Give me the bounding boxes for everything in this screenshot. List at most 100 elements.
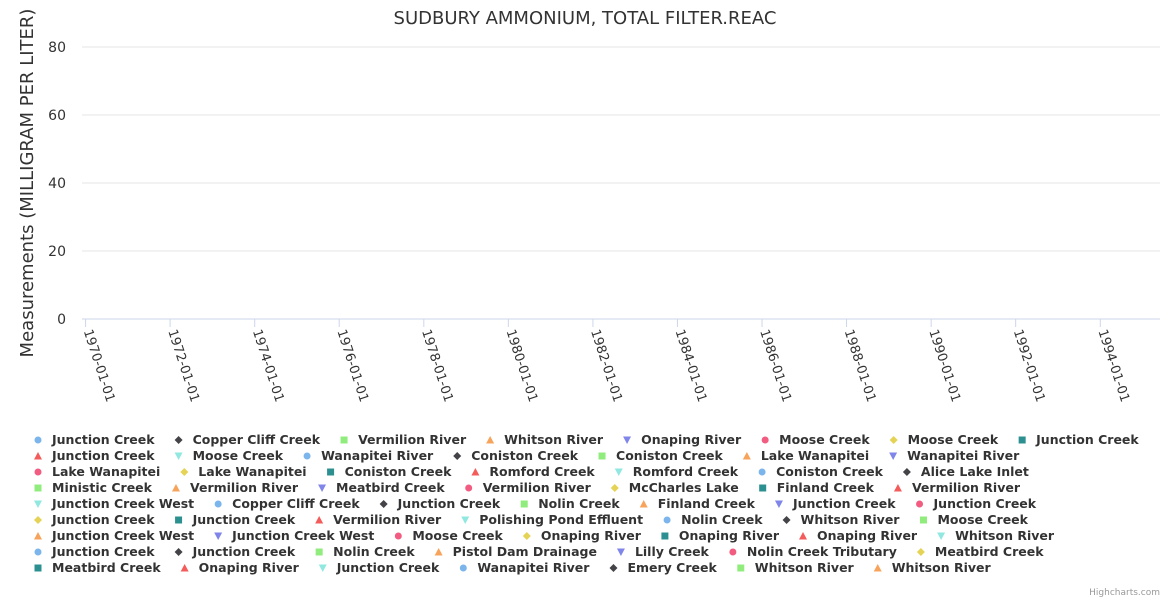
legend-label: Pistol Dam Drainage bbox=[453, 544, 597, 559]
legend-item[interactable]: Finland Creek bbox=[759, 480, 875, 495]
legend-symbol bbox=[394, 532, 402, 540]
legend-item[interactable]: Lake Wanapitei bbox=[742, 448, 869, 463]
legend-label: Alice Lake Inlet bbox=[921, 464, 1029, 479]
legend-item[interactable]: Lake Wanapitei bbox=[34, 464, 161, 479]
legend-item[interactable]: Junction Creek bbox=[34, 544, 156, 559]
legend-item[interactable]: Pistol Dam Drainage bbox=[434, 544, 597, 559]
legend-label: Meatbird Creek bbox=[336, 480, 445, 495]
legend-symbol bbox=[459, 564, 467, 572]
legend-item[interactable]: Nolin Creek bbox=[663, 512, 764, 527]
legend-item[interactable]: Alice Lake Inlet bbox=[902, 464, 1029, 479]
legend-item[interactable]: Whitson River bbox=[486, 432, 604, 447]
legend-item[interactable]: Polishing Pond Effluent bbox=[461, 512, 643, 527]
legend-label: Moose Creek bbox=[193, 448, 284, 463]
legend-item[interactable]: Vermilion River bbox=[340, 432, 467, 447]
legend-label: Coniston Creek bbox=[776, 464, 883, 479]
legend-item[interactable]: Wanapitei River bbox=[889, 448, 1020, 463]
legend-label: Moose Creek bbox=[779, 432, 870, 447]
legend-item[interactable]: Whitson River bbox=[937, 528, 1055, 543]
legend-item[interactable]: Coniston Creek bbox=[758, 464, 884, 479]
legend-item[interactable]: Vermilion River bbox=[465, 480, 592, 495]
legend-item[interactable]: Meatbird Creek bbox=[34, 560, 162, 575]
legend-label: Junction Creek bbox=[51, 448, 155, 463]
y-tick-label: 0 bbox=[57, 312, 66, 328]
legend-item[interactable]: Onaping River bbox=[799, 528, 918, 543]
legend-item[interactable]: Junction Creek bbox=[774, 496, 896, 511]
legend-item[interactable]: Junction Creek bbox=[916, 496, 1037, 511]
legend-item[interactable]: Junction Creek bbox=[34, 448, 155, 463]
legend-item[interactable]: Coniston Creek bbox=[327, 464, 452, 479]
legend-item[interactable]: Junction Creek bbox=[379, 496, 501, 511]
legend-symbol bbox=[180, 564, 189, 572]
legend-item[interactable]: Wanapitei River bbox=[459, 560, 590, 575]
legend-symbol bbox=[453, 452, 462, 460]
legend-item[interactable]: Romford Creek bbox=[471, 464, 595, 479]
legend-item[interactable]: Onaping River bbox=[623, 432, 742, 447]
legend-symbol bbox=[758, 468, 766, 476]
legend-symbol bbox=[214, 532, 223, 540]
legend-label: Romford Creek bbox=[489, 464, 595, 479]
legend-label: Junction Creek bbox=[192, 544, 296, 559]
legend-item[interactable]: Meatbird Creek bbox=[318, 480, 445, 495]
legend-item[interactable]: Whitson River bbox=[873, 560, 992, 575]
legend-label: Junction Creek bbox=[51, 544, 155, 559]
legend-symbol bbox=[616, 548, 625, 556]
legend-symbol bbox=[471, 468, 480, 476]
legend-item[interactable]: Nolin Creek bbox=[520, 496, 621, 511]
legend-symbol bbox=[799, 532, 807, 540]
legend-item[interactable]: Vermilion River bbox=[893, 480, 1021, 495]
legend-item[interactable]: Junction Creek bbox=[34, 432, 156, 447]
legend-item[interactable]: Meatbird Creek bbox=[916, 544, 1044, 559]
legend-item[interactable]: Junction Creek bbox=[34, 512, 155, 527]
legend-item[interactable]: Emery Creek bbox=[609, 560, 717, 575]
legend-label: Wanapitei River bbox=[477, 560, 590, 575]
legend-symbol bbox=[34, 564, 42, 572]
legend-item[interactable]: Whitson River bbox=[782, 512, 901, 527]
legend-label: Onaping River bbox=[817, 528, 918, 543]
legend-item[interactable]: Lake Wanapitei bbox=[180, 464, 307, 479]
legend-symbol bbox=[663, 516, 671, 524]
legend-item[interactable]: Wanapitei River bbox=[303, 448, 434, 463]
legend-item[interactable]: Junction Creek West bbox=[34, 496, 194, 511]
legend-symbol bbox=[893, 484, 902, 492]
legend-symbol bbox=[623, 436, 632, 444]
legend-item[interactable]: Junction Creek bbox=[175, 512, 296, 527]
legend-item[interactable]: Vermilion River bbox=[171, 480, 299, 495]
credits-link[interactable]: Highcharts.com bbox=[1089, 588, 1160, 598]
legend-label: Junction Creek bbox=[51, 432, 155, 447]
legend-item[interactable]: Ministic Creek bbox=[34, 480, 153, 495]
legend-item[interactable]: Moose Creek bbox=[761, 432, 871, 447]
legend-symbol bbox=[609, 564, 618, 572]
legend-item[interactable]: Moose Creek bbox=[919, 512, 1029, 527]
legend-label: Junction Creek West bbox=[231, 528, 374, 543]
legend-item[interactable]: Junction Creek West bbox=[214, 528, 374, 543]
legend-item[interactable]: Coniston Creek bbox=[598, 448, 724, 463]
legend-item[interactable]: Whitson River bbox=[737, 560, 855, 575]
legend-label: Vermilion River bbox=[912, 480, 1021, 495]
legend-item[interactable]: Moose Creek bbox=[394, 528, 504, 543]
legend-item[interactable]: McCharles Lake bbox=[610, 480, 739, 495]
legend-symbol bbox=[174, 436, 183, 444]
legend-item[interactable]: Junction Creek bbox=[318, 560, 440, 575]
legend-item[interactable]: Moose Creek bbox=[889, 432, 999, 447]
legend-item[interactable]: Moose Creek bbox=[174, 448, 284, 463]
legend-item[interactable]: Finland Creek bbox=[639, 496, 756, 511]
legend-item[interactable]: Onaping River bbox=[180, 560, 300, 575]
legend-item[interactable]: Vermilion River bbox=[315, 512, 442, 527]
legend-item[interactable]: Onaping River bbox=[661, 528, 780, 543]
legend-item[interactable]: Junction Creek bbox=[1018, 432, 1140, 447]
legend-symbol bbox=[889, 452, 898, 460]
legend-item[interactable]: Copper Cliff Creek bbox=[214, 496, 361, 511]
legend-item[interactable]: Copper Cliff Creek bbox=[174, 432, 321, 447]
legend-item[interactable]: Coniston Creek bbox=[453, 448, 579, 463]
legend-item[interactable]: Lilly Creek bbox=[616, 544, 710, 559]
legend-item[interactable]: Nolin Creek bbox=[315, 544, 416, 559]
legend-item[interactable]: Nolin Creek Tributary bbox=[729, 544, 897, 559]
legend-item[interactable]: Romford Creek bbox=[614, 464, 739, 479]
legend-item[interactable]: Junction Creek West bbox=[34, 528, 194, 543]
legend-item[interactable]: Junction Creek bbox=[174, 544, 296, 559]
legend-label: Coniston Creek bbox=[471, 448, 578, 463]
legend-label: Junction Creek bbox=[1035, 432, 1139, 447]
legend-item[interactable]: Onaping River bbox=[522, 528, 642, 543]
legend-symbol bbox=[34, 468, 42, 476]
